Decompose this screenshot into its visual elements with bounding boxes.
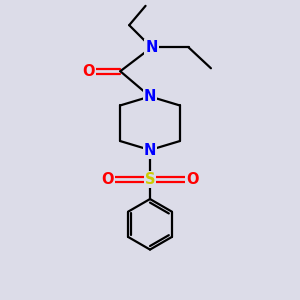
- Text: N: N: [144, 142, 156, 158]
- Text: S: S: [145, 172, 155, 187]
- Text: O: O: [186, 172, 199, 187]
- Text: N: N: [145, 40, 158, 55]
- Text: N: N: [144, 89, 156, 104]
- Text: O: O: [101, 172, 114, 187]
- Text: O: O: [82, 64, 95, 79]
